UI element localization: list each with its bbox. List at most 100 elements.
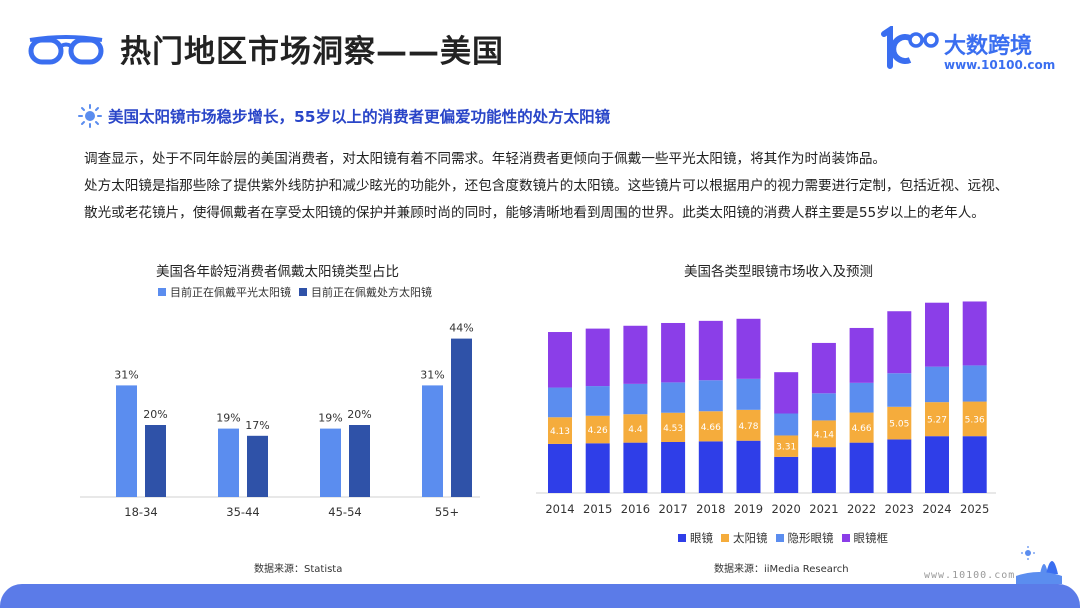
legend-swatch [678, 534, 686, 542]
right-chart-source: 数据来源：iiMedia Research [714, 564, 849, 575]
stack-segment [925, 302, 949, 367]
bar [320, 428, 341, 497]
x-tick-label: 2017 [658, 502, 687, 516]
stack-segment [962, 436, 987, 493]
stack-segment [736, 378, 761, 410]
body-paragraph-3: 散光或老花镜片，使得佩戴者在享受太阳镜的保护并兼顾时尚的同时，能够清晰地看到周围… [84, 205, 985, 221]
legend-item: 眼镜 [678, 530, 713, 546]
header: 热门地区市场洞察——美国 大数跨境 www.10100.com [0, 0, 1080, 100]
stack-segment [548, 332, 572, 388]
stack-segment [736, 318, 761, 379]
data-label: 17% [245, 419, 269, 432]
x-tick-label: 18-34 [124, 505, 157, 519]
x-tick-label: 2022 [847, 502, 876, 516]
footer-decoration-icon [1016, 546, 1062, 584]
subtitle: 美国太阳镜市场稳步增长，55岁以上的消费者更偏爱功能性的处方太阳镜 [108, 108, 611, 126]
glasses-icon [28, 35, 104, 65]
stack-segment [925, 402, 949, 437]
body-paragraph-2: 处方太阳镜是指那些除了提供紫外线防护和减少眩光的功能外，还包含度数镜片的太阳镜。… [84, 178, 1009, 194]
data-label: 5.36 [965, 415, 985, 425]
left-chart-title: 美国各年龄短消费者佩戴太阳镜类型占比 [156, 264, 399, 280]
data-label: 5.05 [889, 420, 909, 430]
stack-segment [962, 401, 987, 437]
data-label: 4.66 [852, 424, 872, 434]
x-tick-label: 2015 [583, 502, 612, 516]
stack-segment [811, 342, 836, 394]
legend-item: 眼镜框 [841, 530, 889, 546]
stack-segment [585, 443, 610, 493]
legend-item: 目前正在佩戴平光太阳镜 [158, 284, 291, 300]
brand-name: 大数跨境 [944, 34, 1033, 59]
stack-segment [698, 380, 723, 412]
data-label: 19% [216, 412, 240, 425]
x-tick-label: 2024 [922, 502, 951, 516]
legend-label: 眼镜框 [853, 531, 889, 545]
bar [422, 385, 443, 497]
footer-url: www.10100.com [924, 570, 1016, 581]
x-tick-label: 2019 [734, 502, 763, 516]
x-tick-label: 45-54 [328, 505, 361, 519]
data-label: 20% [347, 408, 371, 421]
legend-label: 目前正在佩戴平光太阳镜 [170, 286, 291, 299]
brand: 大数跨境 www.10100.com [880, 26, 1060, 76]
body-text: 调查显示，处于不同年龄层的美国消费者，对太阳镜有着不同需求。年轻消费者更倾向于佩… [84, 146, 1024, 227]
bar [145, 425, 166, 497]
stack-segment [849, 412, 874, 443]
right-chart-title: 美国各类型眼镜市场收入及预测 [684, 264, 873, 280]
legend-swatch [775, 534, 784, 542]
stack-segment [774, 372, 799, 414]
stack-segment [849, 442, 874, 493]
stack-segment [623, 325, 648, 384]
stack-segment [811, 447, 836, 493]
data-label: 31% [114, 368, 138, 381]
bar [247, 435, 268, 497]
left-chart-legend: 目前正在佩戴平光太阳镜 目前正在佩戴处方太阳镜 [158, 284, 440, 300]
stack-segment [887, 373, 912, 407]
brand-logo [881, 26, 939, 69]
x-tick-label: 2025 [960, 502, 989, 516]
stack-segment [698, 441, 723, 493]
page-title: 热门地区市场洞察——美国 [120, 34, 504, 70]
data-label: 31% [420, 368, 444, 381]
stack-segment [585, 328, 610, 387]
legend-swatch [299, 288, 307, 296]
stack-segment [887, 311, 912, 374]
stack-segment [887, 439, 912, 493]
legend-label: 太阳镜 [733, 531, 768, 545]
data-label: 44% [449, 322, 473, 335]
legend-swatch [841, 534, 850, 542]
stack-segment [623, 414, 648, 443]
stack-segment [774, 456, 799, 493]
stack-segment [811, 420, 836, 448]
legend-label: 眼镜 [690, 531, 713, 545]
stack-segment [548, 387, 572, 418]
stack-segment [698, 411, 723, 442]
left-chart-source: 数据来源：Statista [254, 564, 343, 575]
stack-segment [585, 415, 610, 444]
stack-segment [811, 393, 836, 421]
stack-segment [661, 441, 686, 493]
stack-segment [548, 417, 572, 444]
legend-label: 目前正在佩戴处方太阳镜 [311, 286, 432, 299]
x-tick-label: 2021 [809, 502, 838, 516]
legend-item: 太阳镜 [721, 530, 768, 546]
footer-bar [0, 584, 1080, 608]
stack-segment [925, 436, 949, 493]
data-label: 4.4 [628, 425, 643, 435]
stack-segment [962, 365, 987, 402]
legend-item: 目前正在佩戴处方太阳镜 [299, 284, 432, 300]
data-label: 4.26 [588, 426, 608, 436]
stack-segment [585, 386, 610, 416]
x-tick-label: 2016 [621, 502, 650, 516]
data-label: 4.66 [701, 423, 721, 433]
stack-segment [849, 327, 874, 383]
left-chart: 31% 20% 18-34 19% 17% 35-44 19% 20% 45-54 31% 44% 5… [80, 322, 480, 519]
stack-segment [887, 406, 912, 440]
legend-swatch [721, 534, 729, 542]
legend-item: 隐形眼镜 [775, 530, 834, 546]
stack-segment [661, 412, 686, 442]
right-chart: 4.13 2014 4.26 2015 4.4 2016 4.53 2017 4.66 2018 4… [536, 301, 996, 516]
stack-segment [962, 301, 987, 366]
data-label: 4.14 [814, 430, 834, 440]
stack-segment [849, 382, 874, 413]
